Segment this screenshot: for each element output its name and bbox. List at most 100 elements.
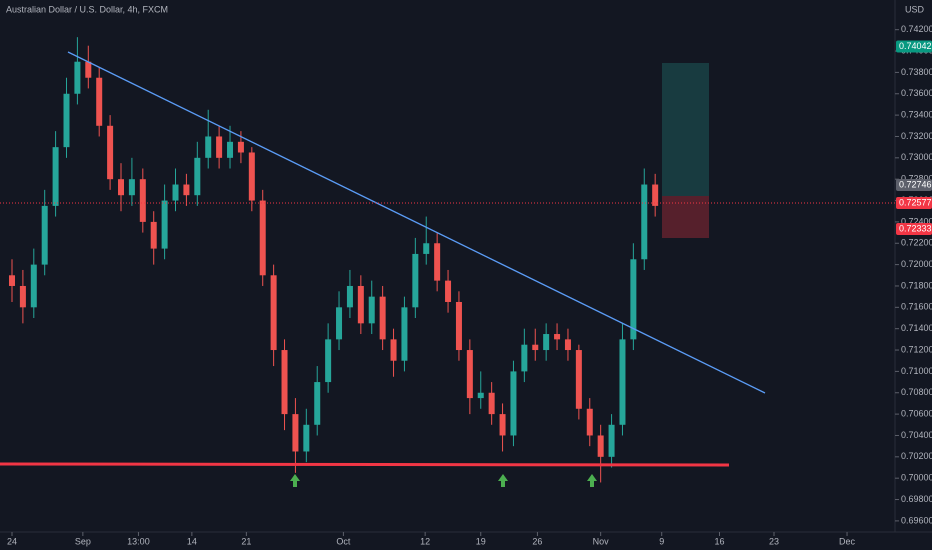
y-tick-label: 0.70000 bbox=[901, 473, 932, 483]
candle-body bbox=[652, 184, 659, 206]
price-tag-label: 0.72333 bbox=[899, 223, 932, 233]
y-tick-label: 0.71800 bbox=[901, 280, 932, 290]
y-tick-label: 0.72800 bbox=[901, 174, 932, 184]
candle-body bbox=[118, 179, 125, 196]
candle-body bbox=[412, 253, 419, 308]
candle-body bbox=[575, 350, 582, 409]
candle-body bbox=[150, 221, 157, 249]
candle-body bbox=[510, 371, 517, 436]
candle-body bbox=[346, 285, 353, 308]
y-tick-label: 0.73400 bbox=[901, 109, 932, 119]
x-tick-label: 24 bbox=[7, 536, 17, 546]
chart-title: Australian Dollar / U.S. Dollar, 4h, FXC… bbox=[6, 4, 168, 14]
candle-body bbox=[499, 414, 506, 436]
candle-body bbox=[466, 350, 473, 399]
candle-body bbox=[139, 179, 146, 222]
y-tick-label: 0.70200 bbox=[901, 451, 932, 461]
candle-body bbox=[379, 296, 386, 340]
candle-body bbox=[41, 205, 48, 265]
plot-area bbox=[8, 37, 659, 483]
y-tick-label: 0.73200 bbox=[901, 131, 932, 141]
candle-body bbox=[390, 339, 397, 361]
candle-body bbox=[543, 334, 550, 351]
candle-body bbox=[216, 136, 223, 158]
arrow bbox=[498, 474, 508, 487]
candle-body bbox=[630, 259, 637, 340]
y-tick-label: 0.71600 bbox=[901, 302, 932, 312]
candle-body bbox=[303, 424, 310, 452]
candle-body bbox=[172, 184, 179, 201]
price-tag bbox=[896, 196, 932, 209]
candle-body bbox=[586, 408, 593, 436]
price-tag bbox=[896, 40, 932, 53]
candle-body bbox=[74, 61, 81, 94]
x-tick-label: 19 bbox=[476, 536, 486, 546]
candle-body bbox=[183, 184, 190, 196]
y-tick-label: 0.71200 bbox=[901, 344, 932, 354]
candle-body bbox=[292, 414, 299, 452]
candle-body bbox=[314, 382, 321, 425]
x-tick-label: Nov bbox=[593, 536, 610, 546]
x-tick-label: 14 bbox=[187, 536, 197, 546]
candle-body bbox=[619, 339, 626, 425]
y-tick-label: 0.73600 bbox=[901, 88, 932, 98]
y-tick-label: 0.71400 bbox=[901, 323, 932, 333]
y-tick-label: 0.72000 bbox=[901, 259, 932, 269]
candle-body bbox=[205, 136, 212, 158]
y-tick-label: 0.72400 bbox=[901, 216, 932, 226]
candle-body bbox=[85, 61, 92, 78]
x-tick-label: 21 bbox=[241, 536, 251, 546]
candle-body bbox=[434, 243, 441, 281]
candle-body bbox=[237, 141, 244, 153]
candle-body bbox=[564, 339, 571, 351]
candle-body bbox=[194, 157, 201, 196]
candle-body bbox=[63, 93, 70, 148]
y-tick-label: 0.69800 bbox=[901, 494, 932, 504]
candle-body bbox=[281, 350, 288, 415]
candle-body bbox=[597, 435, 604, 457]
candle-body bbox=[8, 275, 15, 286]
candle-body bbox=[227, 141, 234, 158]
price-tag-label: 0.74042 bbox=[899, 41, 932, 51]
y-tick-label: 0.70800 bbox=[901, 387, 932, 397]
candle-body bbox=[270, 275, 277, 351]
y-tick-label: 0.73800 bbox=[901, 67, 932, 77]
candle-body bbox=[325, 339, 332, 383]
y-tick-label: 0.69600 bbox=[901, 515, 932, 525]
arrow bbox=[290, 474, 300, 487]
y-tick-label: 0.72200 bbox=[901, 238, 932, 248]
x-tick-label: 23 bbox=[769, 536, 779, 546]
x-tick-label: 26 bbox=[532, 536, 542, 546]
x-tick-label: 12 bbox=[420, 536, 430, 546]
candle-body bbox=[554, 334, 561, 340]
support-line bbox=[0, 462, 730, 467]
x-tick-label: Dec bbox=[839, 536, 856, 546]
arrows bbox=[290, 474, 597, 487]
candle-body bbox=[52, 147, 59, 206]
candle-body bbox=[423, 243, 430, 254]
candle-body bbox=[368, 296, 375, 324]
y-tick-label: 0.73000 bbox=[901, 152, 932, 162]
candle-body bbox=[30, 264, 37, 308]
candle-body bbox=[128, 179, 135, 196]
candle-body bbox=[107, 125, 114, 180]
price-tag-label: 0.72746 bbox=[899, 179, 932, 189]
y-tick-label: 0.74200 bbox=[901, 24, 932, 34]
trend-line bbox=[67, 51, 766, 394]
candle-body bbox=[248, 152, 255, 201]
price-tag-label: 0.72577 bbox=[899, 197, 932, 207]
candle-body bbox=[477, 392, 484, 399]
candle-body bbox=[19, 285, 26, 308]
candle-body bbox=[259, 200, 266, 276]
x-tick-label: 13:00 bbox=[127, 536, 150, 546]
price-tag bbox=[896, 223, 932, 236]
x-tick-label: Oct bbox=[336, 536, 351, 546]
y-tick-label: 0.70400 bbox=[901, 430, 932, 440]
currency: USD bbox=[905, 4, 925, 14]
x-tick-label: 9 bbox=[659, 536, 664, 546]
candle-body bbox=[521, 344, 528, 372]
candle-body bbox=[336, 307, 343, 340]
arrow bbox=[587, 474, 597, 487]
